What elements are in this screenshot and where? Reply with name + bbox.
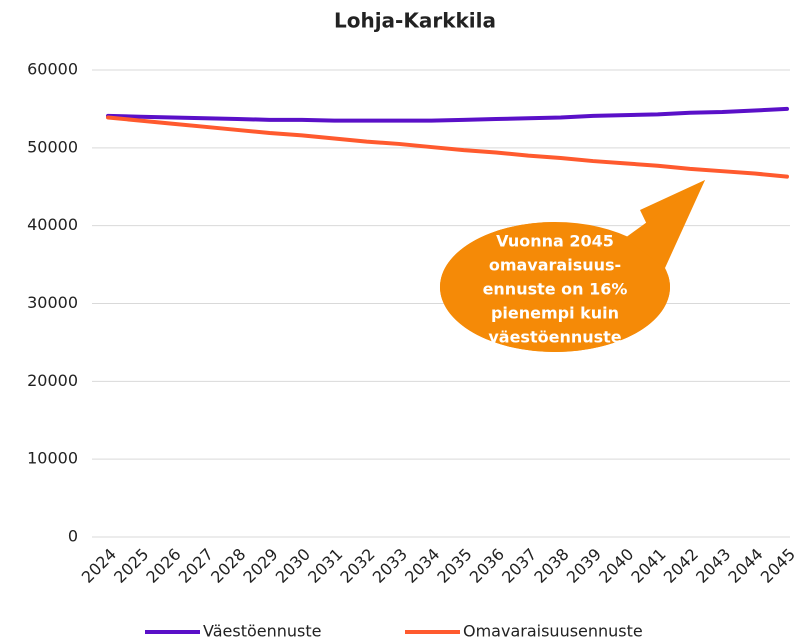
callout-bubble — [440, 222, 670, 352]
x-tick-label: 2034 — [401, 545, 443, 587]
y-tick-label: 10000 — [27, 449, 78, 468]
annotation-text: ennuste on 16% — [483, 280, 628, 299]
x-tick-label: 2031 — [304, 545, 346, 587]
legend-label: Väestöennuste — [203, 622, 321, 641]
x-tick-label: 2024 — [78, 545, 120, 587]
annotation-text: väestöennuste — [488, 328, 621, 347]
chart-title: Lohja-Karkkila — [334, 9, 496, 33]
x-tick-label: 2033 — [369, 545, 411, 587]
x-tick-label: 2030 — [272, 545, 314, 587]
annotation-text: Vuonna 2045 — [496, 232, 614, 251]
x-tick-label: 2029 — [239, 545, 281, 587]
x-tick-label: 2037 — [498, 545, 540, 587]
y-tick-label: 30000 — [27, 293, 78, 312]
data-line — [106, 115, 789, 179]
annotation-text: pienempi kuin — [491, 304, 619, 323]
y-tick-label: 40000 — [27, 215, 78, 234]
x-tick-label: 2040 — [595, 545, 637, 587]
x-tick-label: 2039 — [563, 545, 605, 587]
x-tick-label: 2025 — [110, 545, 152, 587]
x-tick-label: 2035 — [433, 545, 475, 587]
x-tick-label: 2026 — [142, 545, 184, 587]
legend-label: Omavaraisuusennuste — [463, 622, 643, 641]
x-tick-label: 2028 — [207, 545, 249, 587]
y-tick-label: 20000 — [27, 371, 78, 390]
x-tick-label: 2027 — [175, 545, 217, 587]
y-tick-label: 50000 — [27, 137, 78, 156]
y-tick-label: 0 — [68, 527, 78, 546]
annotation-text: omavaraisuus- — [489, 256, 621, 275]
x-tick-label: 2045 — [757, 545, 798, 587]
x-tick-label: 2032 — [336, 545, 378, 587]
callout-tail — [625, 180, 705, 268]
x-tick-label: 2041 — [627, 545, 669, 587]
x-tick-label: 2043 — [692, 545, 734, 587]
x-tick-label: 2044 — [724, 545, 766, 587]
x-tick-label: 2042 — [660, 545, 702, 587]
x-tick-label: 2038 — [530, 545, 572, 587]
x-tick-label: 2036 — [466, 545, 508, 587]
data-line — [106, 106, 789, 123]
y-tick-label: 60000 — [27, 60, 78, 79]
